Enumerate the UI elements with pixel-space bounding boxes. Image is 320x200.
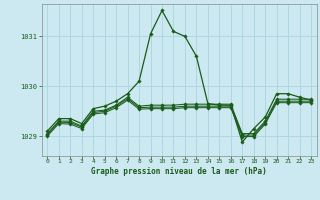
X-axis label: Graphe pression niveau de la mer (hPa): Graphe pression niveau de la mer (hPa) [91, 167, 267, 176]
